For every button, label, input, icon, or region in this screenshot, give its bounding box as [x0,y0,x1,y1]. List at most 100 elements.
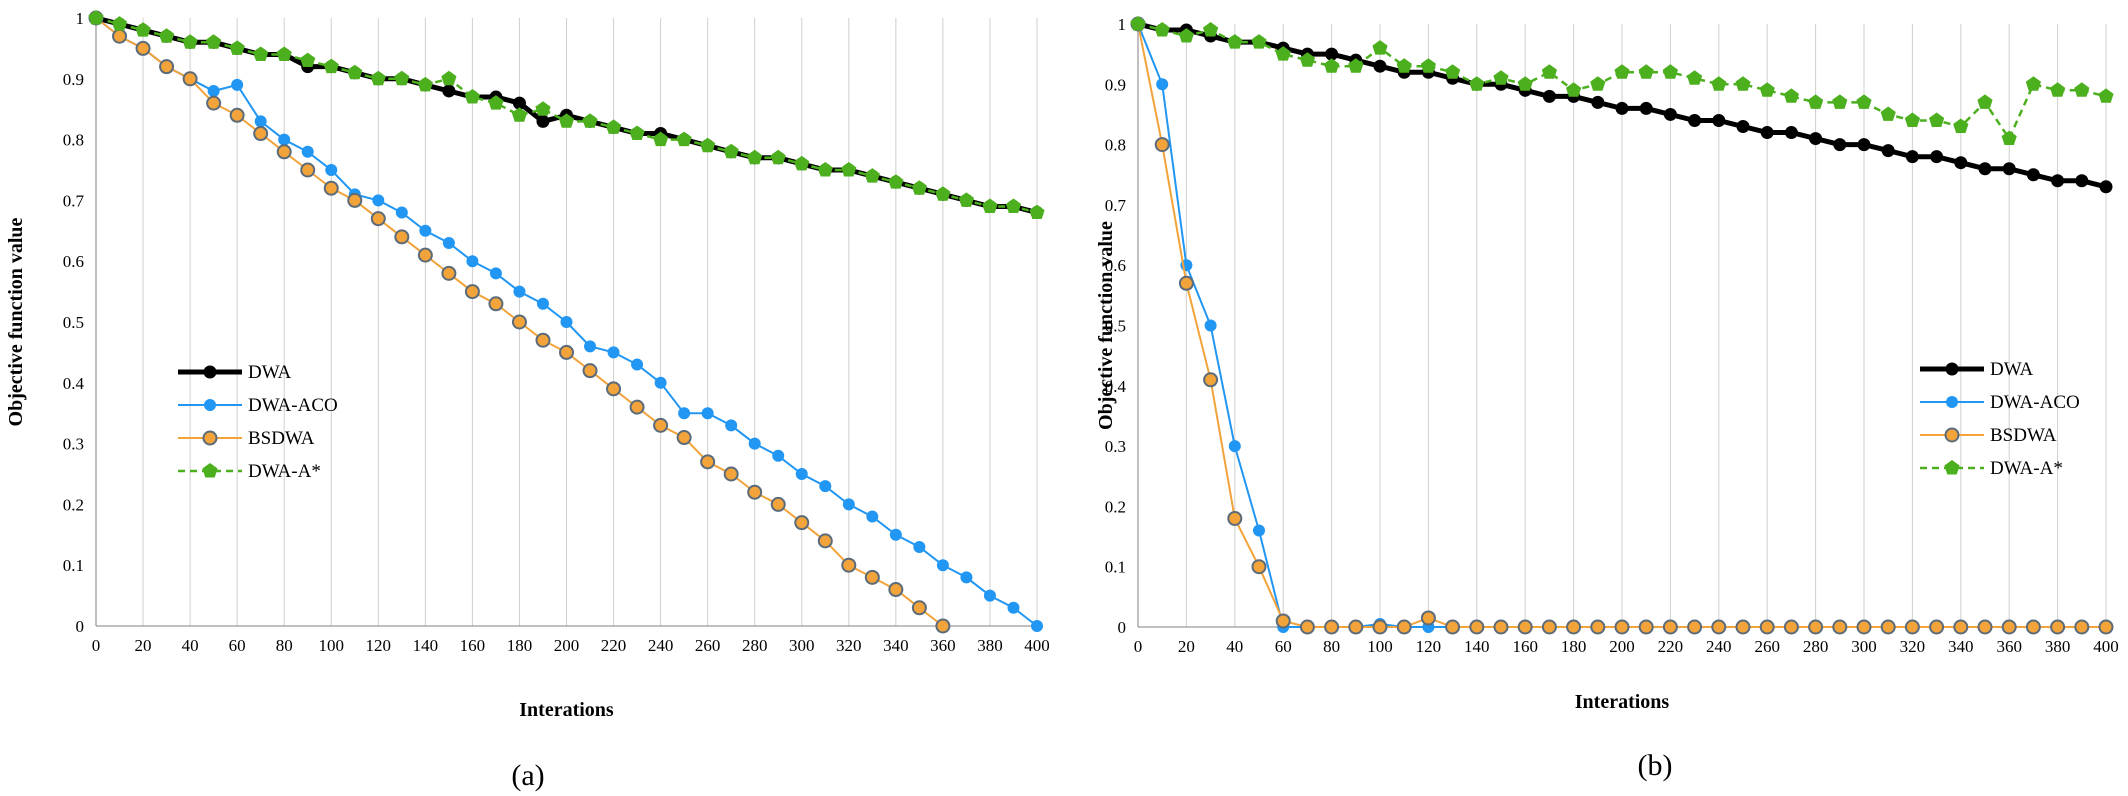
legend-label-bsdwa: BSDWA [248,428,315,449]
data-point-dwa-a-star [417,76,433,92]
data-point-dwa-a-star [394,70,410,86]
data-point-bsdwa [229,107,245,123]
x-tick-label: 340 [1948,637,1974,656]
data-point-dwa-aco [889,528,902,541]
data-point-dwa-aco [678,407,691,420]
data-point-bsdwa [700,454,716,470]
x-tick-label: 120 [1416,637,1442,656]
data-point-dwa-a-star [323,58,339,74]
data-point-dwa [1373,59,1387,73]
data-point-dwa-a-star [2025,76,2041,91]
x-tick-label: 400 [2093,637,2119,656]
data-point-dwa [1833,138,1847,152]
data-point-bsdwa [182,71,198,87]
data-point-bsdwa [629,399,645,415]
data-point-dwa [1325,47,1339,61]
data-point-dwa-aco [536,297,549,310]
y-tick-label: 0.9 [63,70,84,89]
data-point-dwa-aco [325,164,338,176]
data-point-dwa-aco [960,571,973,584]
x-tick-label: 200 [554,636,580,655]
data-point-dwa-aco [819,480,832,493]
legend-marker-dwa-aco [204,399,216,411]
data-point-dwa-a-star [111,16,128,31]
data-point-dwa [2099,180,2113,194]
data-point-dwa-a-star [1130,16,1146,31]
x-tick-label: 100 [1367,637,1393,656]
x-tick-label: 180 [507,636,533,655]
data-point-dwa-aco [607,346,620,359]
data-point-dwa-a-star [1517,76,1533,91]
data-point-dwa-a-star [1372,40,1388,55]
data-point-dwa-a-star [770,149,786,165]
data-point-dwa-a-star [817,162,833,177]
y-tick-label: 0.4 [1105,377,1127,396]
data-point-dwa-a-star [629,125,645,140]
data-point-dwa [1809,132,1823,146]
x-tick-label: 140 [413,636,439,655]
data-point-dwa-a-star [276,46,292,61]
data-point-dwa-a-star [982,198,998,213]
data-point-bsdwa [1348,619,1364,635]
data-point-dwa-a-star [2098,88,2114,103]
data-point-dwa-aco [466,255,479,268]
data-point-dwa-a-star [253,46,269,61]
x-tick-label: 380 [977,636,1003,655]
data-point-dwa-a-star [558,113,575,128]
y-tick-label: 0.1 [63,556,84,575]
data-point-dwa-aco [772,449,785,462]
data-point-bsdwa [300,162,316,178]
data-point-bsdwa [1493,619,1509,635]
x-tick-label: 260 [695,636,721,655]
data-point-dwa-aco [936,559,949,572]
data-point-dwa [1615,101,1629,115]
legend-label-dwa: DWA [1990,359,2034,380]
data-point-dwa [2075,174,2089,188]
data-point-dwa-aco [748,437,761,450]
x-tick-label: 320 [836,636,862,655]
data-point-dwa [1857,138,1871,152]
data-point-dwa-a-star [747,149,763,165]
data-point-bsdwa [2098,619,2114,635]
data-point-dwa-a-star [511,107,528,122]
data-point-dwa-aco [1253,524,1265,537]
data-point-dwa [1542,89,1556,103]
data-point-bsdwa [1638,619,1654,635]
data-point-bsdwa [1832,619,1848,635]
data-point-dwa-a-star [1251,34,1267,49]
data-point-dwa-aco [701,407,714,420]
data-point-dwa-a-star [1420,58,1436,73]
data-point-bsdwa [1590,619,1606,635]
x-tick-label: 120 [366,636,392,655]
legend-label-dwa-aco: DWA-ACO [248,395,338,416]
x-tick-label: 400 [1024,636,1050,655]
chart-caption: (b) [1638,749,1673,782]
data-point-dwa-aco [1031,620,1043,632]
data-point-dwa-aco [584,340,597,353]
data-point-bsdwa [676,430,692,446]
data-point-dwa [1663,107,1677,121]
x-tick-label: 20 [135,636,152,655]
data-point-bsdwa [935,618,951,634]
data-point-dwa-a-star [653,131,669,147]
y-tick-label: 0.8 [1105,136,1126,155]
data-point-dwa-aco [1156,78,1169,91]
y-tick-label: 0.3 [1105,437,1126,456]
x-tick-label: 0 [1134,637,1143,656]
data-point-dwa-aco [913,540,926,553]
x-tick-label: 220 [1658,637,1684,656]
series-bsdwa [1130,16,2114,635]
data-point-dwa-a-star [958,192,974,207]
data-point-bsdwa [1178,275,1194,291]
series-dwa-aco [90,12,1043,632]
y-tick-label: 0 [1118,618,1127,637]
y-tick-label: 1 [1118,15,1127,34]
data-point-dwa-aco [1007,601,1020,614]
x-tick-label: 220 [601,636,627,655]
y-tick-label: 0.2 [1105,497,1126,516]
data-point-bsdwa [1735,619,1751,635]
legend-marker-dwa-a-star [1944,460,1960,475]
y-tick-label: 0.4 [63,374,85,393]
data-point-dwa-a-star [370,70,386,86]
data-point-dwa-a-star [2074,82,2090,97]
